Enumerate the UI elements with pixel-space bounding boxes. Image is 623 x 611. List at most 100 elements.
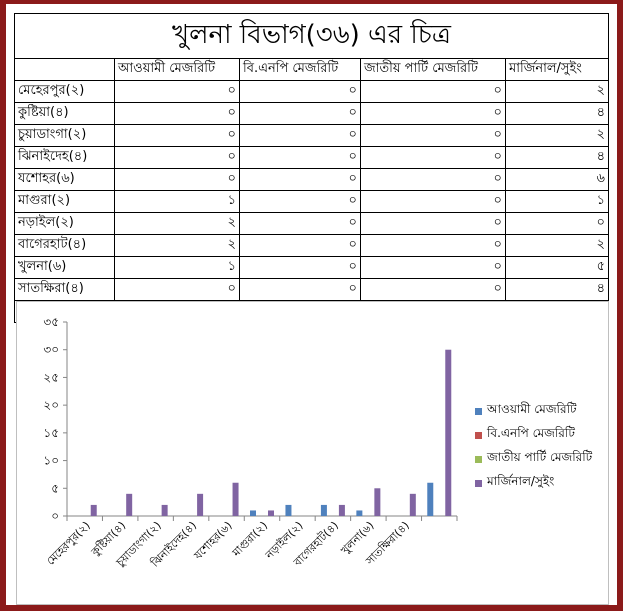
table-row: মেহেরপুর(২) ০ ০ ০ ২ <box>14 80 609 103</box>
value-cell[interactable]: ০ <box>505 212 609 235</box>
table-row: মাগুরা(২) ১ ০ ০ ১ <box>14 190 609 213</box>
y-tick-label: ১০ <box>43 454 59 468</box>
value-cell[interactable]: ০ <box>239 190 361 213</box>
bar <box>126 493 133 516</box>
value-cell[interactable]: ০ <box>239 256 361 279</box>
chart-area[interactable]: ০ ৫ ১০ ১৫ ২০ ২৫ ৩০ ৩৫ মেহেরপুর(২) কুষ্টিয়া(৪) চুয… <box>16 301 609 605</box>
value-cell[interactable]: ৬ <box>505 168 609 191</box>
row-label-cell[interactable]: মাগুরা(২) <box>14 190 115 213</box>
value-cell[interactable]: ০ <box>239 234 361 257</box>
value-cell[interactable]: ১ <box>114 256 240 279</box>
row-label-cell[interactable]: ঝিনাইদেহ(৪) <box>14 146 115 169</box>
value-cell[interactable]: ২ <box>114 234 240 257</box>
bar <box>320 504 327 516</box>
table-row: চুয়াডাংগা(২) ০ ০ ০ ২ <box>14 124 609 147</box>
header-row: আওয়ামী মেজরিটি বি.এনপি মেজরিটি জাতীয় প… <box>14 58 609 81</box>
value-cell[interactable]: ০ <box>360 80 506 103</box>
value-cell[interactable]: ০ <box>114 80 240 103</box>
value-cell[interactable]: ০ <box>239 278 361 301</box>
legend-swatch-icon <box>475 479 482 487</box>
table-row: যশোহর(৬) ০ ০ ০ ৬ <box>14 168 609 191</box>
table-title: খুলনা বিভাগ(৩৬) এর চিত্র <box>14 13 609 59</box>
value-cell[interactable]: ০ <box>114 278 240 301</box>
bar <box>268 510 274 516</box>
value-cell[interactable]: ০ <box>239 212 361 235</box>
value-cell[interactable]: ৫ <box>505 256 609 279</box>
x-tick-label: মেহেরপুর(২) <box>44 519 93 568</box>
row-label-cell[interactable]: খুলনা(৬) <box>14 256 115 279</box>
value-cell[interactable]: ০ <box>239 102 361 125</box>
value-cell[interactable]: ২ <box>114 212 240 235</box>
header-cell-bnp[interactable]: বি.এনপি মেজরিটি <box>239 58 361 81</box>
table-row: সাতক্ষিরা(৪) ০ ০ ০ ৪ <box>14 278 609 301</box>
value-cell[interactable]: ২ <box>505 124 609 147</box>
row-label-cell[interactable]: মেহেরপুর(২) <box>14 80 115 103</box>
row-label-cell[interactable]: চুয়াডাংগা(২) <box>14 124 115 147</box>
header-cell-swing[interactable]: মার্জিনাল/সুইং <box>505 58 609 81</box>
value-cell[interactable]: ০ <box>360 190 506 213</box>
bar <box>250 510 256 516</box>
y-tick-label: ১৫ <box>43 426 59 440</box>
table-row: ঝিনাইদেহ(৪) ০ ০ ০ ৪ <box>14 146 609 169</box>
value-cell[interactable]: ২ <box>505 80 609 103</box>
value-cell[interactable]: ২ <box>505 234 609 257</box>
value-cell[interactable]: ৪ <box>505 278 609 301</box>
legend-swatch-icon <box>475 431 482 439</box>
value-cell[interactable]: ০ <box>360 102 506 125</box>
row-label-cell[interactable]: কুষ্টিয়া(৪) <box>14 102 115 125</box>
y-tick-label: ৩০ <box>43 343 59 357</box>
value-cell[interactable]: ০ <box>360 256 506 279</box>
row-label-cell[interactable]: বাগেরহাট(৪) <box>14 234 115 257</box>
value-cell[interactable]: ১ <box>114 190 240 213</box>
bar <box>445 349 452 516</box>
bar-chart: ০৫১০১৫২০২৫৩০৩৫মেহেরপুর(২)কুষ্টিয়া(৪)চুয… <box>43 315 458 570</box>
value-cell[interactable]: ৪ <box>505 102 609 125</box>
value-cell[interactable]: ০ <box>239 124 361 147</box>
legend-label: আওয়ামী মেজরিটি <box>487 402 577 416</box>
bar <box>197 493 204 516</box>
value-cell[interactable]: ০ <box>239 146 361 169</box>
chart-legend[interactable]: আওয়ামী মেজরিটি বি.এনপি মেজরিটি জাতীয় পার… <box>475 399 611 495</box>
header-cell-awami[interactable]: আওয়ামী মেজরিটি <box>114 58 240 81</box>
legend-label: বি.এনপি মেজরিটি <box>487 426 575 440</box>
value-cell[interactable]: ০ <box>114 146 240 169</box>
legend-label: মার্জিনাল/সুইং <box>487 474 555 488</box>
bar <box>338 504 345 516</box>
legend-item[interactable]: আওয়ামী মেজরিটি <box>475 399 611 423</box>
value-cell[interactable]: ০ <box>360 234 506 257</box>
value-cell[interactable]: ০ <box>239 80 361 103</box>
title-row: খুলনা বিভাগ(৩৬) এর চিত্র <box>14 13 609 59</box>
row-label-cell[interactable]: যশোহর(৬) <box>14 168 115 191</box>
legend-swatch-icon <box>475 455 482 463</box>
header-cell-jatiya[interactable]: জাতীয় পার্টি মেজরিটি <box>360 58 506 81</box>
y-tick-label: ২৫ <box>43 370 59 384</box>
value-cell[interactable]: ০ <box>239 168 361 191</box>
value-cell[interactable]: ১ <box>505 190 609 213</box>
legend-item[interactable]: বি.এনপি মেজরিটি <box>475 423 611 447</box>
row-label-cell[interactable]: সাতক্ষিরা(৪) <box>14 278 115 301</box>
value-cell[interactable]: ০ <box>360 146 506 169</box>
bar <box>285 504 292 516</box>
x-tick-label: যশোহর(৬) <box>191 519 235 563</box>
y-tick-label: ৫ <box>51 481 59 495</box>
value-cell[interactable]: ০ <box>360 124 506 147</box>
bar <box>409 493 416 516</box>
bar <box>90 504 97 516</box>
legend-item[interactable]: জাতীয় পার্টি মেজরিটি <box>475 447 611 471</box>
header-cell-blank[interactable] <box>14 58 115 81</box>
y-tick-label: ২০ <box>43 398 59 412</box>
legend-item[interactable]: মার্জিনাল/সুইং <box>475 471 611 495</box>
value-cell[interactable]: ০ <box>114 168 240 191</box>
table-row: নড়াইল(২) ২ ০ ০ ০ <box>14 212 609 235</box>
row-label-cell[interactable]: নড়াইল(২) <box>14 212 115 235</box>
value-cell[interactable]: ০ <box>360 168 506 191</box>
value-cell[interactable]: ০ <box>114 124 240 147</box>
value-cell[interactable]: ০ <box>360 278 506 301</box>
table-row: বাগেরহাট(৪) ২ ০ ০ ২ <box>14 234 609 257</box>
value-cell[interactable]: ৪ <box>505 146 609 169</box>
value-cell[interactable]: ০ <box>360 212 506 235</box>
value-cell[interactable]: ০ <box>114 102 240 125</box>
spreadsheet: খুলনা বিভাগ(৩৬) এর চিত্র আওয়ামী মেজরিটি… <box>14 13 609 323</box>
bar <box>161 504 168 516</box>
bar <box>427 482 434 516</box>
